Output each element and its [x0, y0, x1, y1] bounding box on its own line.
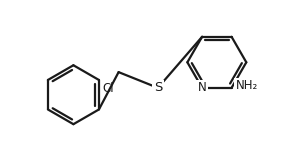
Text: NH₂: NH₂ [236, 79, 258, 92]
Text: N: N [198, 81, 206, 94]
Text: S: S [154, 81, 162, 94]
Text: Cl: Cl [102, 82, 113, 95]
